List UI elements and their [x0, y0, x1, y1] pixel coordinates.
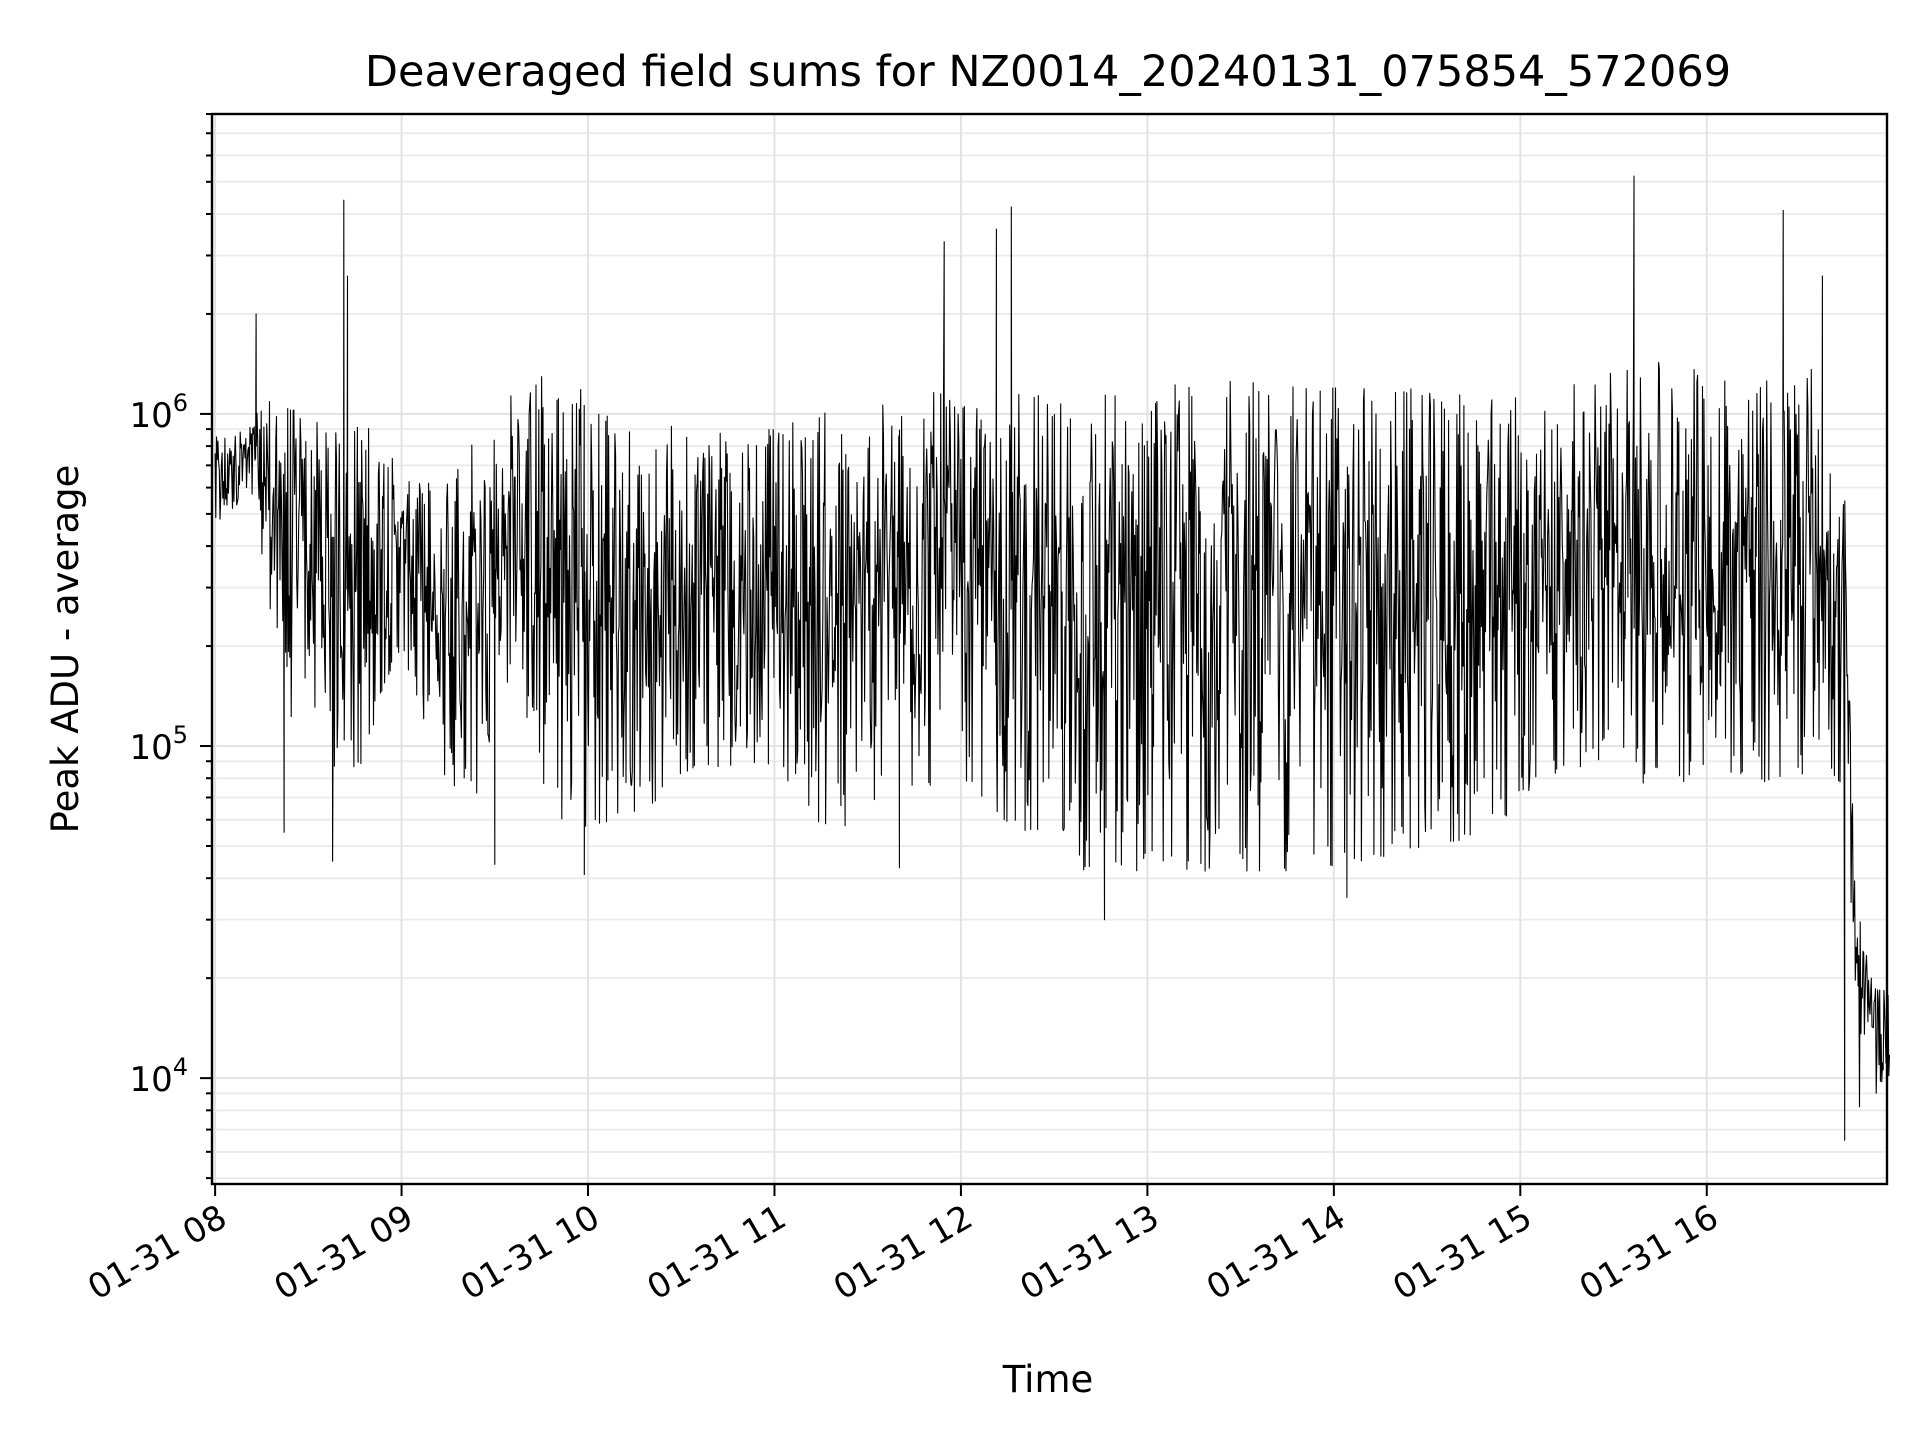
x-tick-label: 01-31 10: [454, 1197, 606, 1308]
y-tick-label: 105: [129, 721, 188, 768]
y-tick-label: 106: [129, 389, 188, 436]
chart-title: Deaveraged field sums for NZ0014_2024013…: [365, 47, 1731, 97]
x-tick-label: 01-31 13: [1013, 1197, 1165, 1308]
x-tick-label: 01-31 14: [1200, 1197, 1352, 1308]
series-layer: [214, 175, 1891, 1141]
x-tick-label: 01-31 15: [1386, 1197, 1538, 1308]
x-tick-label: 01-31 09: [268, 1197, 420, 1308]
series-line: [214, 175, 1891, 1141]
x-axis-label: Time: [1002, 1358, 1094, 1401]
x-tick-label: 01-31 11: [641, 1197, 793, 1308]
plot-frame: [210, 112, 1889, 1186]
x-tick-label: 01-31 12: [827, 1197, 979, 1308]
y-axis-label: Peak ADU - average: [44, 465, 87, 834]
y-tick-label: 104: [129, 1053, 188, 1100]
x-tick-label: 01-31 16: [1573, 1197, 1725, 1308]
x-axis: 01-31 08 01-31 09 01-31 10 01-31 11 01-31 12…: [81, 1184, 1725, 1308]
x-tick-label: 01-31 08: [81, 1197, 233, 1308]
y-axis: 104 105 106: [129, 113, 212, 1180]
